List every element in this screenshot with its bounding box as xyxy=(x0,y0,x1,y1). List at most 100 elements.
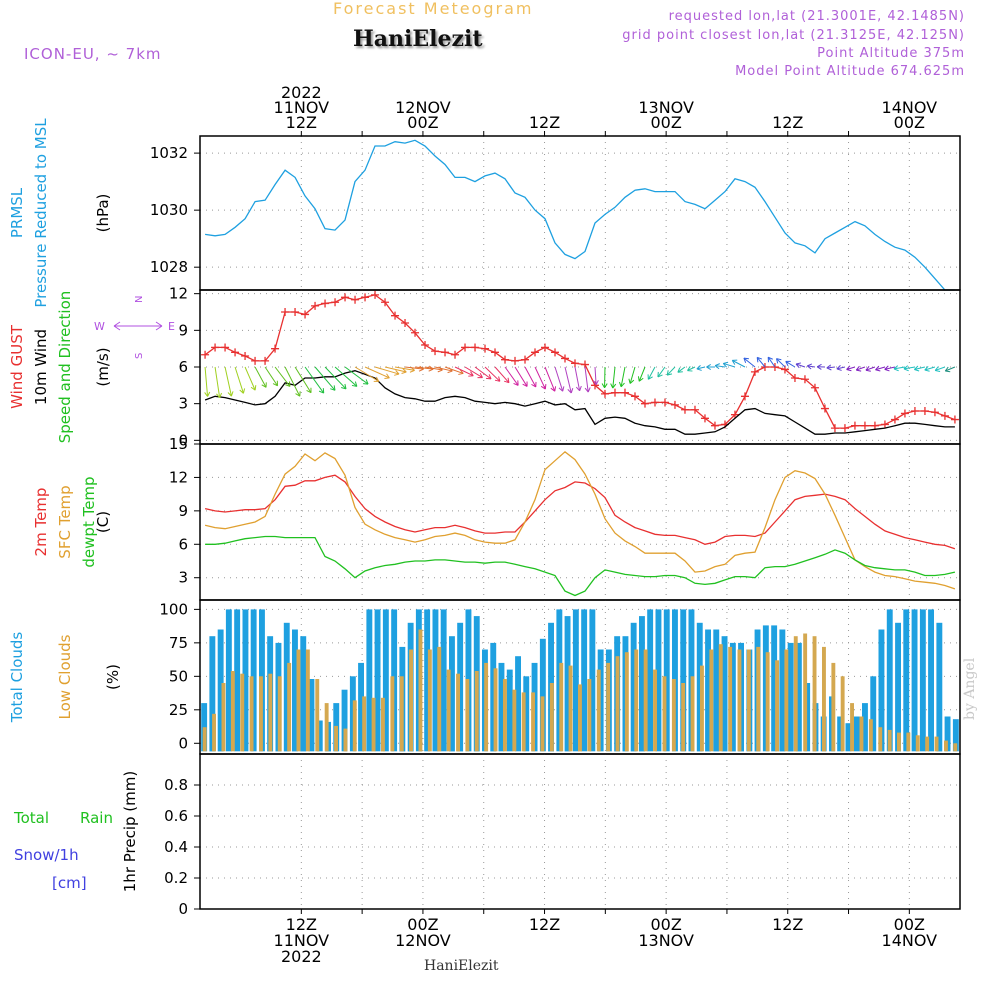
time-label-bottom: 12Z xyxy=(529,915,560,934)
clouds-bar xyxy=(700,665,704,752)
wind-arrow xyxy=(629,366,636,384)
clouds-bar xyxy=(878,727,883,752)
gust-marker xyxy=(860,421,869,430)
y-tick-label: 6 xyxy=(178,535,188,553)
wind-arrow xyxy=(434,366,453,372)
wind-arrow xyxy=(354,366,379,382)
clouds-bar xyxy=(850,703,854,752)
clouds-bar xyxy=(718,644,723,752)
clouds-bar xyxy=(371,697,376,752)
wind-arrow-head xyxy=(285,381,291,387)
gust-marker xyxy=(331,298,340,307)
clouds-bar xyxy=(581,609,588,752)
wind-arrow xyxy=(846,366,856,370)
compass-east: E xyxy=(168,320,175,333)
precip-panel: 0 0.2 0.4 0.6 0.8 Total Rain Snow/1h [cm] 1hr Pre… xyxy=(13,753,961,918)
wind-arrow xyxy=(723,362,736,368)
wind-arrow-head xyxy=(875,365,881,372)
clouds-bar xyxy=(886,609,893,752)
clouds-bar xyxy=(564,616,571,752)
clouds-bar xyxy=(418,629,423,752)
clouds-bar xyxy=(572,609,579,752)
clouds-bar xyxy=(427,649,432,752)
gust-marker xyxy=(910,407,919,415)
wind-arrow-head xyxy=(775,358,782,364)
clouds-bar xyxy=(409,649,413,752)
wind-arrow-head xyxy=(722,361,729,368)
clouds-bar xyxy=(953,743,958,752)
time-label-top: 14NOV xyxy=(882,98,938,117)
gust-marker xyxy=(690,405,699,414)
wind-arrow-head xyxy=(706,363,711,371)
time-label-bottom: 00Z xyxy=(894,915,925,934)
wind-arrow-head xyxy=(601,383,608,389)
gust-marker xyxy=(620,388,629,397)
clouds-bar xyxy=(362,696,367,752)
side-label: Wind GUST xyxy=(8,324,26,409)
clouds-bar xyxy=(587,679,592,752)
wind-arrow-head xyxy=(944,366,951,373)
wind-arrow xyxy=(884,366,896,370)
clouds-bar xyxy=(663,609,670,752)
clouds-bar xyxy=(343,728,348,752)
wind-arrow-head xyxy=(272,380,279,387)
wind-arrow xyxy=(756,357,766,368)
wind-arrow xyxy=(254,366,267,388)
gust-marker xyxy=(920,407,929,415)
clouds-bar xyxy=(240,673,245,752)
clouds-bar xyxy=(539,638,546,752)
y-tick-label: 1028 xyxy=(150,258,188,276)
clouds-bar xyxy=(324,703,329,752)
gust-marker xyxy=(211,343,220,352)
wind-arrow-head xyxy=(384,373,390,379)
y-tick-label: 15 xyxy=(169,435,188,453)
gust-marker xyxy=(501,355,510,364)
wind-arrow xyxy=(687,366,696,372)
wind-arrow xyxy=(444,366,464,374)
clouds-bar xyxy=(221,683,226,752)
wind-arrow-head xyxy=(767,356,773,363)
clouds-bar xyxy=(812,636,817,752)
gust-marker xyxy=(361,293,370,302)
wind-arrow-head xyxy=(540,384,547,390)
clouds-bar xyxy=(305,649,310,752)
wind-arrow xyxy=(524,366,537,388)
wind-arrow-head xyxy=(341,383,347,390)
y-tick-label: 6 xyxy=(178,358,188,376)
y-tick-label: 3 xyxy=(178,569,188,587)
precip-frame xyxy=(199,753,961,910)
wind-arrow xyxy=(677,366,686,373)
clouds-bar xyxy=(283,622,290,752)
gust-marker xyxy=(900,409,909,418)
wind-arrow-head xyxy=(261,382,267,388)
clouds-bar xyxy=(868,719,873,752)
gust-marker xyxy=(571,359,580,368)
wind-arrow xyxy=(324,366,347,390)
y-tick-label: 0.4 xyxy=(164,838,188,856)
wind-arrow xyxy=(464,366,483,379)
clouds-bar xyxy=(606,662,611,752)
wind-arrow-head xyxy=(657,371,663,378)
gust-marker xyxy=(521,355,530,364)
clouds-bar xyxy=(358,662,364,752)
gust-marker xyxy=(451,350,460,359)
gust-marker xyxy=(840,424,849,433)
clouds-bar xyxy=(911,609,918,752)
clouds-bar xyxy=(316,720,323,752)
side-label: Snow/1h xyxy=(14,846,79,864)
clouds-bar xyxy=(895,622,901,752)
clouds-bar xyxy=(521,692,526,752)
time-label-bottom: 12Z xyxy=(772,915,803,934)
location-title: HaniElezit xyxy=(353,26,483,52)
y-tick-label: 1032 xyxy=(150,144,188,162)
clouds-bar xyxy=(906,732,911,752)
time-label-bottom: 14NOV xyxy=(882,931,938,950)
time-label-top: 12Z xyxy=(529,113,560,132)
clouds-bar xyxy=(366,609,373,752)
wind-arrow-head xyxy=(468,371,474,377)
clouds-bar xyxy=(334,725,338,752)
wind-arrow-head xyxy=(363,379,369,385)
gust-marker xyxy=(650,398,659,407)
wind-arrow xyxy=(826,366,836,369)
